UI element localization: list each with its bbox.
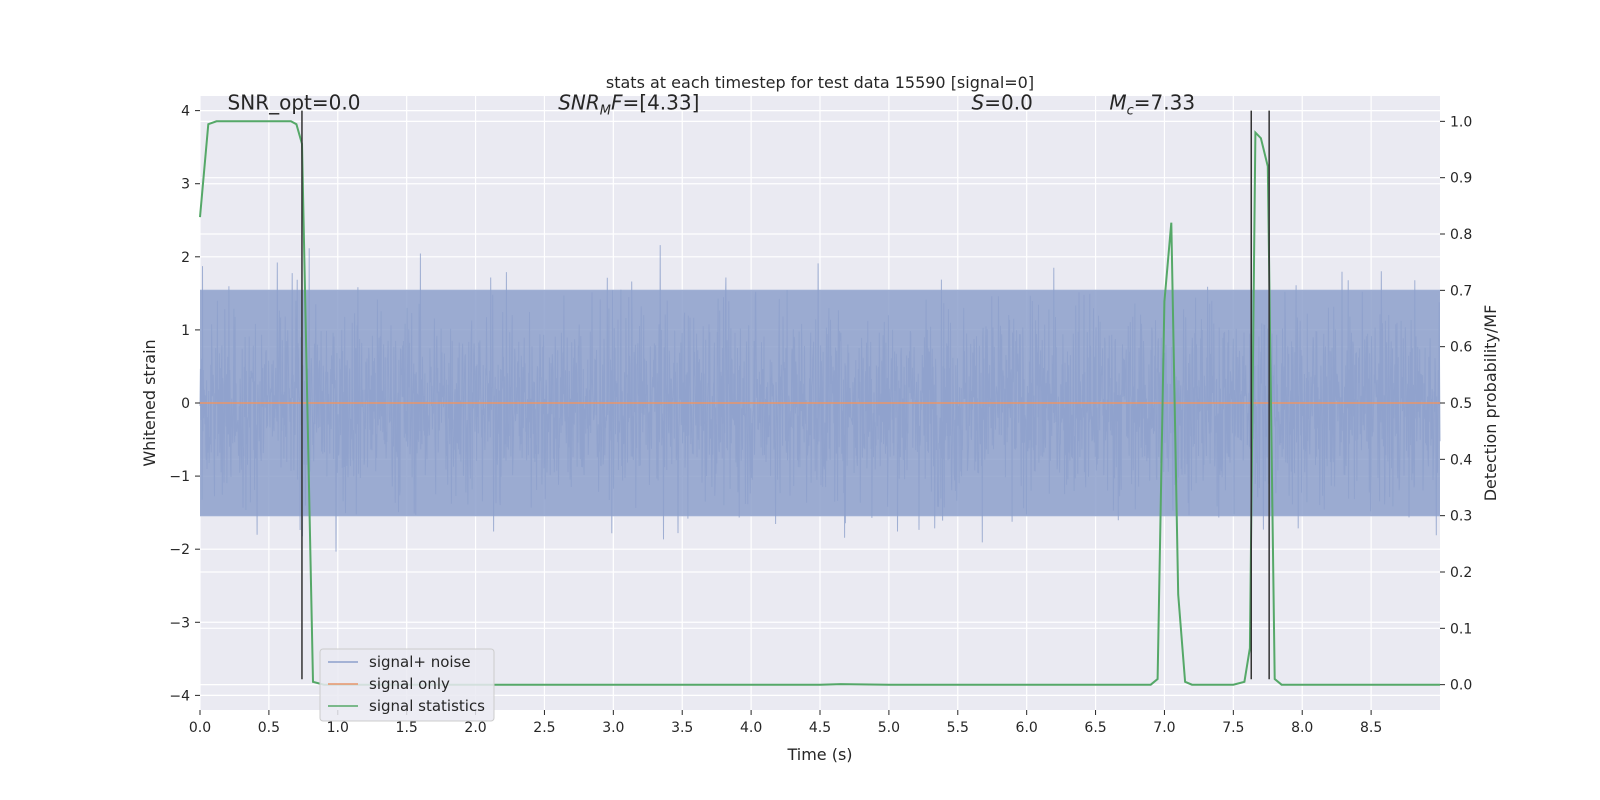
annotations: SNR_opt=0.0 SNRMF=[4.33] S=0.0 Mc=7.33: [228, 90, 1195, 118]
annotation-0: SNR_opt=0.0: [228, 90, 361, 114]
y2-tick-label-10: 1.0: [1450, 114, 1472, 130]
y-tick-label-2: −2: [169, 542, 190, 558]
vertical-markers: [301, 110, 1270, 680]
x-tick-label-0: 0.0: [189, 720, 211, 736]
y2-tick-label-7: 0.7: [1450, 283, 1472, 299]
y2-tick-label-1: 0.1: [1450, 621, 1472, 637]
legend-label-signal-only: signal only: [369, 675, 450, 693]
y-tick-label-0: −4: [169, 688, 190, 704]
x-tick-label-11: 5.5: [947, 720, 969, 736]
x-tick-label-15: 7.5: [1222, 720, 1244, 736]
x-tick-label-2: 1.0: [327, 720, 349, 736]
y-tick-label-3: −1: [169, 469, 190, 485]
y-tick-label-5: 1: [181, 323, 190, 339]
annotation-1: SNRMF=[4.33]: [558, 90, 699, 118]
x-axis-label: Time (s): [786, 745, 852, 764]
y-axis: −4 −3 −2 −1 0 1 2 3 4: [169, 104, 200, 704]
y2-axis: 0.0 0.1 0.2 0.3 0.4 0.5 0.6 0.7 0.8 0.9 1.0: [1440, 114, 1472, 694]
y2-tick-label-9: 0.9: [1450, 171, 1472, 187]
y2-tick-label-6: 0.6: [1450, 340, 1472, 356]
y-tick-label-8: 4: [181, 104, 190, 120]
x-tick-label-14: 7.0: [1153, 720, 1175, 736]
x-tick-label-5: 2.5: [533, 720, 555, 736]
y2-tick-label-4: 0.4: [1450, 452, 1472, 468]
x-axis: 0.0 0.5 1.0 1.5 2.0 2.5 3.0 3.5 4.0 4.5 5.0 5.5 6.0 6…: [189, 710, 1382, 736]
y2-tick-label-0: 0.0: [1450, 678, 1472, 694]
y2-tick-label-5: 0.5: [1450, 396, 1472, 412]
legend: signal+ noise signal only signal statist…: [319, 648, 495, 722]
y-tick-label-1: −3: [169, 615, 190, 631]
x-tick-label-10: 5.0: [878, 720, 900, 736]
y-tick-label-4: 0: [181, 396, 190, 412]
x-tick-label-13: 6.5: [1084, 720, 1106, 736]
x-tick-label-9: 4.5: [809, 720, 831, 736]
x-tick-label-6: 3.0: [602, 720, 624, 736]
y2-tick-label-3: 0.3: [1450, 509, 1472, 525]
y-axis-label: Whitened strain: [140, 339, 159, 466]
x-tick-label-12: 6.0: [1016, 720, 1038, 736]
signal-statistics-line: [199, 120, 1440, 686]
x-tick-label-3: 1.5: [396, 720, 418, 736]
y-tick-label-7: 3: [181, 177, 190, 193]
x-tick-label-16: 8.0: [1291, 720, 1313, 736]
line-series: [199, 120, 1440, 686]
x-tick-label-1: 0.5: [258, 720, 280, 736]
y2-tick-label-8: 0.8: [1450, 227, 1472, 243]
y2-tick-label-2: 0.2: [1450, 565, 1472, 581]
annotation-2: S=0.0: [972, 90, 1033, 114]
x-tick-label-4: 2.0: [464, 720, 486, 736]
y-tick-label-6: 2: [181, 250, 190, 266]
x-tick-label-8: 4.0: [740, 720, 762, 736]
legend-box: [319, 648, 495, 722]
legend-label-signal-noise: signal+ noise: [369, 653, 471, 671]
legend-label-signal-statistics: signal statistics: [369, 697, 485, 715]
x-tick-label-17: 8.5: [1360, 720, 1382, 736]
chart-title: stats at each timestep for test data 155…: [606, 73, 1034, 92]
x-tick-label-7: 3.5: [671, 720, 693, 736]
y2-axis-label: Detection probability/MF: [1481, 305, 1500, 502]
annotation-3: Mc=7.33: [1109, 90, 1195, 118]
